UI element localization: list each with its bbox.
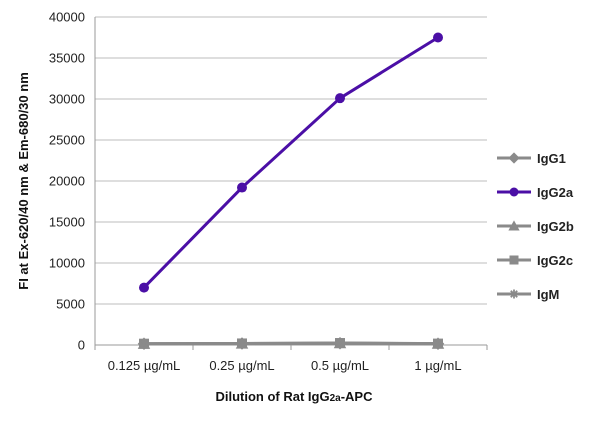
y-tick-label: 25000 bbox=[49, 133, 85, 148]
data-point-igm bbox=[335, 338, 345, 349]
x-tick-label: 0.5 µg/mL bbox=[311, 358, 369, 373]
data-point-igg2a bbox=[237, 182, 247, 193]
x-tick-label: 1 µg/mL bbox=[414, 358, 461, 373]
legend-marker-igg2c bbox=[509, 255, 519, 265]
series-line-igm bbox=[142, 341, 440, 346]
legend-label-igm: IgM bbox=[537, 287, 559, 302]
y-axis-title: FI at Ex-620/40 nm & Em-680/30 nm bbox=[16, 72, 31, 289]
y-tick-label: 0 bbox=[78, 338, 85, 353]
legend-label-igg1: IgG1 bbox=[537, 151, 566, 166]
legend-marker-igm bbox=[509, 289, 519, 299]
x-axis-title: Dilution of Rat IgG2a-APC bbox=[216, 389, 374, 404]
data-point-igg2a bbox=[139, 282, 149, 293]
y-tick-label: 30000 bbox=[49, 92, 85, 107]
legend-marker-igg1 bbox=[508, 152, 520, 164]
series-line-igg2a bbox=[142, 36, 440, 290]
legend-marker-igg2a bbox=[509, 187, 519, 197]
x-axis-ticks: 0.125 µg/mL 0.25 µg/mL 0.5 µg/mL 1 µg/mL bbox=[108, 358, 462, 373]
axes bbox=[94, 17, 488, 350]
data-point-igg2a bbox=[433, 32, 443, 43]
legend: IgG1 IgG2a IgG2b IgG2c IgM bbox=[497, 151, 574, 302]
legend-label-igg2b: IgG2b bbox=[537, 219, 574, 234]
data-point-igm bbox=[433, 338, 443, 349]
x-tick-label: 0.25 µg/mL bbox=[209, 358, 274, 373]
legend-label-igg2a: IgG2a bbox=[537, 185, 574, 200]
y-tick-label: 40000 bbox=[49, 10, 85, 25]
gridlines bbox=[95, 16, 487, 305]
data-point-igg2a bbox=[335, 93, 345, 104]
legend-marker-igg2b bbox=[508, 220, 520, 231]
y-axis-ticks: 0 5000 10000 15000 20000 25000 30000 35000 40000 bbox=[49, 10, 85, 353]
y-tick-label: 35000 bbox=[49, 51, 85, 66]
data-point-igm bbox=[237, 338, 247, 349]
y-tick-label: 10000 bbox=[49, 256, 85, 271]
legend-label-igg2c: IgG2c bbox=[537, 253, 573, 268]
series-lines bbox=[137, 32, 445, 351]
x-tick-label: 0.125 µg/mL bbox=[108, 358, 181, 373]
y-tick-label: 5000 bbox=[56, 297, 85, 312]
y-tick-label: 20000 bbox=[49, 174, 85, 189]
y-tick-label: 15000 bbox=[49, 215, 85, 230]
data-point-igm bbox=[139, 338, 149, 349]
